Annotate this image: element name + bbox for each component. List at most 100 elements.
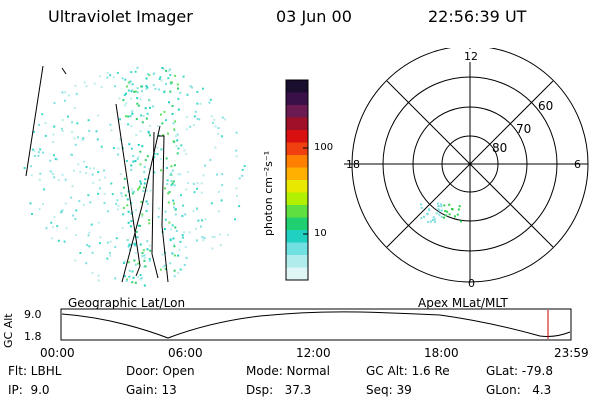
emission-pixel (128, 269, 131, 272)
coastline-fragment (61, 67, 67, 75)
emission-pixel (152, 84, 155, 87)
emission-pixel (164, 187, 166, 190)
emission-pixel (31, 148, 34, 151)
emission-pixel (173, 269, 176, 272)
emission-pixel (144, 178, 147, 181)
emission-pixel (446, 210, 449, 213)
glon-label: GLon: 4.3 (486, 383, 552, 397)
emission-pixel (220, 135, 223, 138)
emission-pixel (437, 205, 440, 208)
emission-pixel (38, 208, 41, 211)
emission-pixel (91, 272, 94, 275)
emission-pixel (134, 252, 137, 254)
emission-pixel (162, 134, 165, 137)
emission-pixel (148, 99, 151, 102)
emission-pixel (141, 145, 144, 148)
emission-pixel (87, 119, 90, 122)
emission-pixel (174, 74, 177, 77)
emission-pixel (167, 69, 170, 72)
emission-pixel (99, 236, 102, 239)
emission-pixel (176, 152, 179, 155)
emission-pixel (52, 141, 55, 143)
emission-pixel (139, 224, 142, 227)
emission-pixel (185, 188, 188, 191)
auroral-emission-pixels (23, 66, 246, 287)
emission-pixel (173, 140, 176, 143)
emission-pixel (188, 231, 191, 234)
emission-pixel (65, 227, 68, 230)
emission-pixel (420, 217, 423, 220)
emission-pixel (436, 202, 439, 205)
time-tick-1200: 12:00 (296, 346, 331, 360)
emission-pixel (149, 249, 152, 252)
colorbar-band (286, 180, 308, 193)
emission-pixel (184, 245, 187, 248)
emission-pixel (175, 145, 178, 148)
emission-pixel (106, 241, 109, 244)
emission-pixel (170, 184, 173, 187)
emission-pixel (235, 187, 238, 190)
emission-pixel (173, 202, 175, 205)
emission-pixel (78, 200, 81, 203)
emission-pixel (173, 128, 176, 131)
emission-pixel (179, 268, 182, 271)
emission-pixel (49, 159, 52, 162)
emission-pixel (174, 254, 177, 257)
colorbar-band (286, 192, 308, 206)
emission-pixel (185, 153, 188, 156)
emission-pixel (109, 123, 112, 126)
emission-pixel (136, 102, 139, 105)
emission-pixel (82, 160, 85, 163)
emission-pixel (131, 211, 134, 213)
emission-pixel (124, 104, 127, 107)
emission-pixel (187, 182, 190, 184)
emission-pixel (127, 89, 130, 92)
emission-pixel (60, 127, 63, 130)
emission-pixel (179, 173, 182, 176)
mode-label: Mode: Normal (246, 364, 330, 378)
emission-pixel (147, 131, 150, 134)
emission-pixel (123, 94, 126, 96)
emission-pixel (173, 164, 176, 167)
mlt-label-6: 6 (574, 158, 581, 171)
emission-pixel (186, 93, 189, 96)
emission-pixel (149, 106, 151, 109)
emission-pixel (132, 190, 135, 193)
emission-pixel (146, 189, 148, 192)
emission-pixel (196, 102, 199, 105)
emission-pixel (430, 220, 432, 223)
emission-pixel (145, 209, 148, 212)
emission-pixel (136, 157, 139, 160)
emission-pixel (179, 240, 182, 243)
emission-pixel (125, 85, 128, 88)
emission-pixel (85, 171, 87, 174)
colorbar-frame (285, 79, 309, 281)
emission-pixel (74, 143, 77, 146)
emission-pixel (64, 178, 67, 181)
emission-pixel (137, 156, 140, 159)
emission-pixel (174, 213, 177, 216)
emission-pixel (112, 147, 115, 149)
emission-pixel (196, 182, 199, 184)
gc-alt-label: GC Alt: 1.6 Re (366, 364, 450, 378)
emission-pixel (143, 182, 146, 185)
emission-pixel (426, 213, 429, 216)
emission-pixel (71, 185, 74, 188)
emission-pixel (241, 168, 244, 171)
emission-pixel (42, 203, 44, 206)
emission-pixel (160, 169, 162, 172)
emission-pixel (140, 85, 143, 88)
emission-pixel (192, 124, 195, 127)
emission-pixel (91, 173, 94, 176)
emission-pixel (434, 220, 436, 223)
door-label: Door: Open (126, 364, 195, 378)
emission-pixel (130, 110, 133, 112)
emission-pixel (183, 231, 185, 234)
emission-pixel (198, 118, 201, 121)
emission-pixel (85, 262, 88, 265)
emission-pixel (82, 203, 85, 206)
emission-pixel (137, 275, 140, 278)
altitude-y-top: 9.0 (24, 308, 42, 321)
emission-pixel (121, 77, 124, 80)
emission-pixel (41, 113, 44, 116)
